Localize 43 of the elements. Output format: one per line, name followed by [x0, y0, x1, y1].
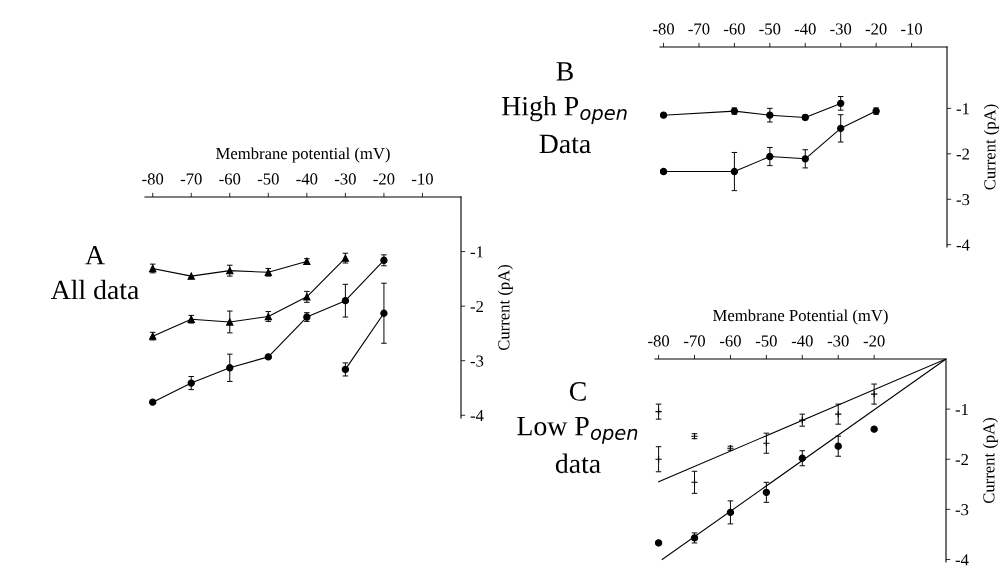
- x-tick-label: -30: [830, 23, 852, 35]
- y-tick-label: -3: [956, 194, 970, 206]
- x-tick-label: -80: [142, 173, 164, 185]
- y-axis-title: Current (pA): [983, 104, 999, 190]
- x-tick-label: -40: [791, 335, 813, 347]
- y-tick-label: -1: [955, 403, 968, 415]
- y-tick-label: -4: [956, 239, 970, 251]
- y-tick-label: -2: [955, 453, 968, 466]
- x-tick-label: -70: [684, 335, 705, 347]
- x-axis-title: Membrane potential (mV): [216, 147, 390, 163]
- x-tick-label: -60: [719, 335, 741, 347]
- text: A All data: [50, 245, 139, 300]
- x-tick-label: -50: [257, 173, 279, 185]
- text: C Low P$_{open}$ data: [517, 382, 638, 474]
- y-tick-label: -4: [955, 554, 969, 566]
- y-tick-label: -1: [470, 246, 483, 258]
- x-axis-title: Membrane Potential (mV): [713, 309, 888, 325]
- x-tick-label: -80: [648, 335, 670, 347]
- x-tick-label: -50: [759, 23, 781, 35]
- x-tick-label: -20: [865, 23, 887, 35]
- x-tick-label: -60: [723, 23, 745, 35]
- x-tick-label: -30: [827, 335, 849, 347]
- y-tick-label: -3: [955, 504, 969, 516]
- x-tick-label: -50: [755, 335, 777, 347]
- y-tick-label: -2: [470, 300, 483, 312]
- text: B High P$_{open}$ Data: [502, 62, 627, 154]
- y-tick-label: -2: [956, 148, 969, 160]
- x-tick-label: -60: [219, 173, 241, 185]
- x-tick-label: -20: [373, 173, 395, 185]
- x-tick-label: -10: [411, 173, 433, 185]
- x-tick-label: -40: [296, 173, 318, 185]
- y-axis-title: Current (pA): [982, 417, 998, 504]
- y-axis-title: Current (pA): [497, 264, 513, 351]
- x-tick-label: -70: [180, 173, 202, 185]
- x-tick-label: -30: [334, 173, 356, 185]
- x-tick-label: -80: [653, 23, 675, 35]
- x-tick-label: -40: [794, 23, 816, 35]
- y-tick-label: -1: [956, 103, 969, 115]
- x-tick-label: -20: [863, 335, 885, 347]
- y-tick-label: -4: [470, 410, 484, 422]
- x-tick-label: -10: [901, 23, 923, 35]
- y-tick-label: -3: [470, 355, 484, 367]
- x-tick-label: -70: [688, 23, 710, 35]
